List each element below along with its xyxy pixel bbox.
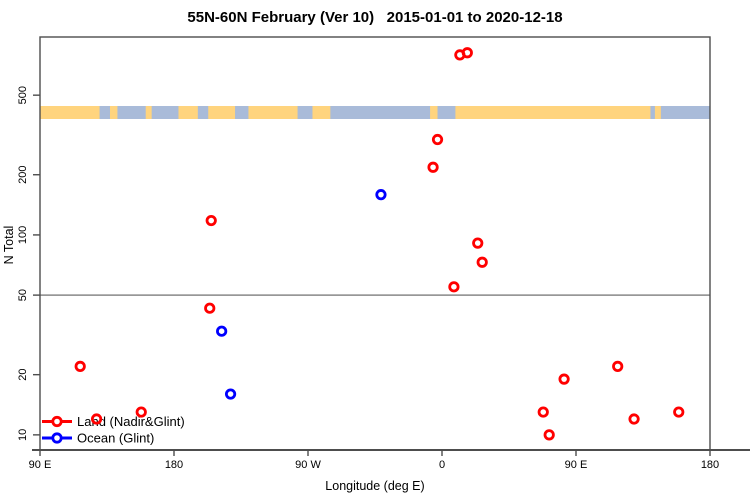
y-tick-label: 20 — [17, 369, 29, 381]
map-strip-land-segment — [312, 106, 331, 119]
x-tick-label: 180 — [165, 459, 183, 471]
data-point-land — [74, 360, 86, 372]
data-point-land — [628, 413, 640, 425]
y-tick-label: 200 — [17, 166, 29, 184]
map-strip-land-segment — [455, 106, 651, 119]
y-tick-label: 50 — [17, 289, 29, 301]
data-point-land — [472, 237, 484, 249]
y-tick-label: 500 — [17, 86, 29, 104]
x-tick-label: 0 — [439, 459, 445, 471]
map-strip-land-segment — [430, 106, 438, 119]
chart-title: 55N-60N February (Ver 10) 2015-01-01 to … — [187, 9, 563, 26]
data-point-land — [431, 133, 444, 146]
x-tick-label: 180 — [701, 459, 719, 471]
map-strip-land-segment — [654, 106, 661, 119]
data-point-ocean — [224, 388, 237, 400]
data-point-land — [537, 406, 549, 418]
data-point-land — [461, 47, 473, 59]
map-strip-land-segment — [40, 106, 100, 119]
legend-label: Ocean (Glint) — [77, 431, 154, 446]
data-point-land — [135, 406, 147, 418]
map-strip-land-segment — [248, 106, 298, 119]
data-point-land — [448, 281, 460, 293]
data-point-ocean — [375, 189, 387, 201]
data-point-land — [205, 214, 217, 227]
map-strip-land-segment — [208, 106, 236, 119]
legend-label: Land (Nadir&Glint) — [77, 414, 185, 429]
x-tick-label: 90 E — [29, 459, 52, 471]
x-axis-title: Longitude (deg E) — [325, 479, 425, 493]
map-strip-land-segment — [109, 106, 118, 119]
x-tick-label: 90 W — [295, 459, 321, 471]
data-point-land — [90, 413, 103, 425]
legend-point-symbol — [51, 432, 63, 444]
map-strip-land-segment — [178, 106, 198, 119]
y-tick-label: 10 — [17, 429, 29, 441]
legend-point-symbol — [51, 415, 63, 428]
plot-frame — [39, 36, 711, 451]
y-tick-label: 100 — [17, 226, 29, 244]
data-point-land — [543, 429, 555, 441]
data-point-land — [204, 302, 216, 314]
data-point-land — [612, 360, 624, 372]
data-point-ocean — [216, 325, 228, 337]
x-tick-label: 90 E — [565, 459, 588, 471]
data-point-land — [673, 406, 685, 418]
data-point-land — [476, 256, 488, 268]
map-strip-land-segment — [145, 106, 152, 119]
data-point-land — [558, 373, 570, 385]
data-point-land — [427, 161, 439, 173]
